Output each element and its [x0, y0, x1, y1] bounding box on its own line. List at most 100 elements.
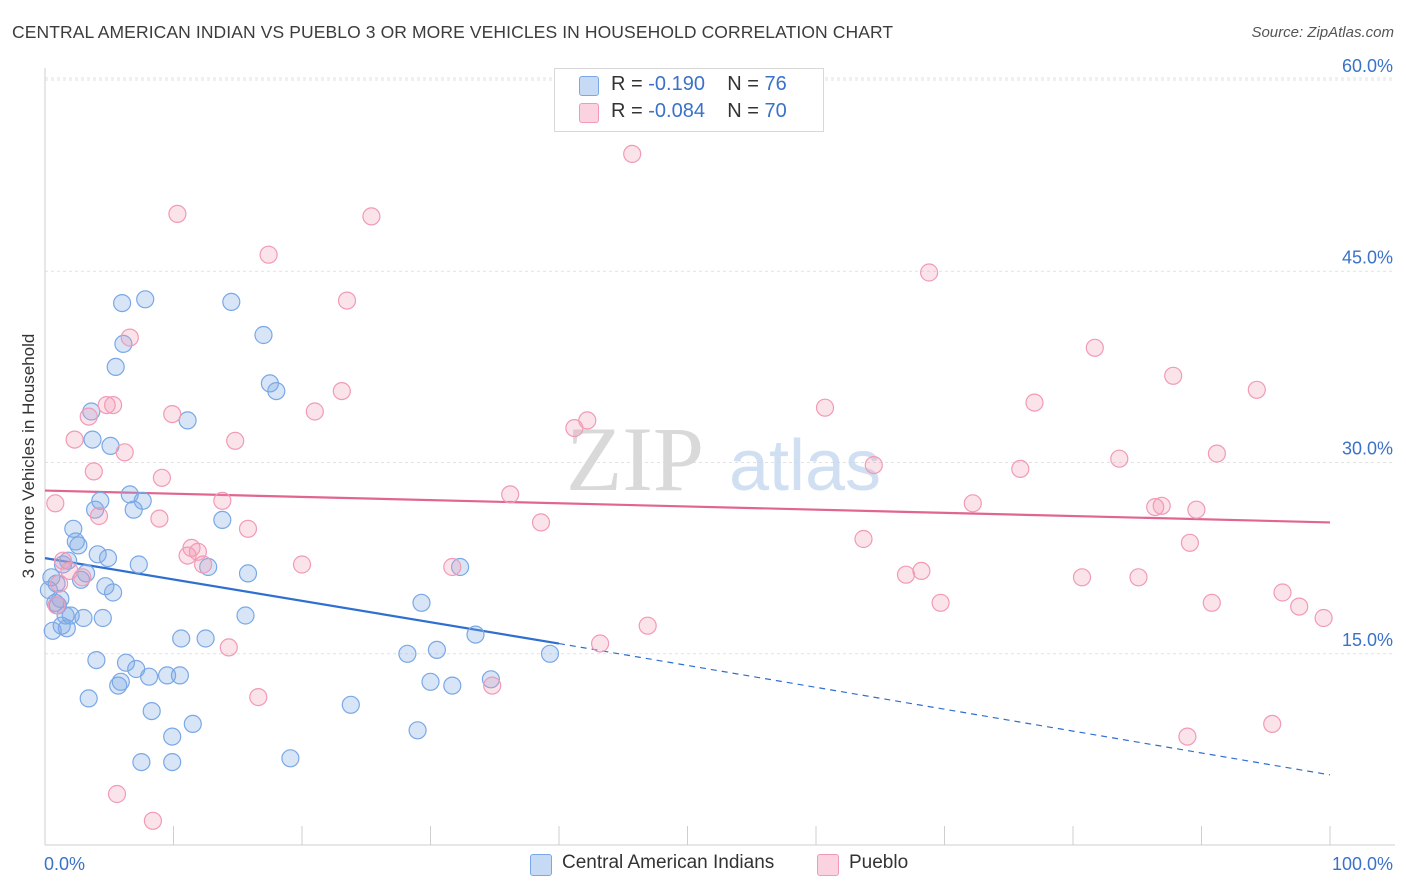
point-central-american-indians — [112, 294, 132, 313]
point-pueblo — [1247, 380, 1266, 399]
x-tick-label: 100.0% — [1332, 854, 1393, 874]
point-pueblo — [531, 513, 551, 532]
point-central-american-indians — [254, 325, 273, 345]
point-pueblo — [1011, 459, 1030, 478]
point-central-american-indians — [170, 666, 189, 685]
point-central-american-indians — [163, 727, 182, 746]
point-pueblo — [815, 398, 835, 417]
point-pueblo — [97, 396, 116, 415]
point-central-american-indians — [196, 629, 215, 648]
point-pueblo — [115, 443, 134, 462]
point-central-american-indians — [466, 625, 485, 644]
legend-r-label: R = — [611, 73, 643, 95]
point-central-american-indians — [199, 557, 218, 577]
point-central-american-indians — [87, 650, 106, 670]
point-pueblo — [896, 565, 916, 584]
point-central-american-indians — [88, 545, 107, 564]
point-pueblo — [219, 638, 238, 657]
point-central-american-indians — [132, 752, 151, 772]
point-central-american-indians — [158, 666, 177, 685]
watermark-zip: ZIP — [566, 408, 704, 510]
point-central-american-indians — [91, 491, 110, 510]
point-pueblo — [194, 555, 213, 574]
point-pueblo — [1187, 500, 1206, 519]
point-central-american-indians — [140, 667, 159, 686]
legend-n-value: 70 — [764, 100, 787, 122]
point-central-american-indians — [427, 640, 446, 660]
point-central-american-indians — [213, 510, 232, 530]
point-central-american-indians — [238, 564, 258, 583]
point-pueblo — [120, 328, 139, 347]
point-central-american-indians — [82, 402, 101, 421]
point-pueblo — [332, 382, 351, 401]
watermark-atlas: atlas — [729, 426, 881, 506]
bottom-legend-swatch-blue — [530, 854, 552, 876]
point-pueblo — [1110, 449, 1129, 468]
point-pueblo — [1085, 338, 1104, 357]
point-pueblo — [501, 485, 520, 504]
point-central-american-indians — [116, 653, 136, 672]
point-central-american-indians — [172, 629, 191, 648]
y-axis-title: 3 or more Vehicles in Household — [19, 334, 38, 579]
point-central-american-indians — [540, 644, 560, 663]
y-tick-label: 30.0% — [1342, 439, 1393, 459]
axis-labels: 15.0% 30.0% 45.0% 60.0% 0.0% 100.0% 3 or more … — [19, 56, 1393, 874]
point-central-american-indians — [341, 695, 360, 714]
point-central-american-indians — [79, 689, 98, 708]
point-pueblo — [46, 494, 65, 513]
point-pueblo — [152, 468, 171, 487]
point-pueblo — [150, 509, 169, 528]
legend-swatch-pink — [579, 103, 599, 123]
point-pueblo — [1202, 593, 1221, 612]
point-central-american-indians — [69, 536, 88, 555]
legend-swatch-blue — [579, 76, 599, 96]
point-pueblo — [1072, 568, 1092, 587]
point-pueblo — [49, 574, 69, 593]
point-pueblo — [963, 494, 982, 513]
point-pueblo — [1290, 597, 1309, 616]
point-central-american-indians — [106, 357, 125, 376]
axes — [44, 68, 1395, 846]
point-pueblo — [213, 491, 232, 510]
point-pueblo — [249, 687, 268, 707]
point-pueblo — [1178, 727, 1197, 746]
point-pueblo — [1129, 568, 1148, 587]
point-pueblo — [292, 555, 312, 574]
point-pueblo — [259, 245, 278, 264]
legend-r-value: -0.190 — [648, 73, 705, 95]
point-central-american-indians — [52, 616, 71, 635]
point-central-american-indians — [412, 593, 431, 612]
point-central-american-indians — [98, 548, 118, 568]
point-pueblo — [1263, 714, 1282, 734]
watermark: ZIP atlas — [566, 408, 881, 510]
point-pueblo — [103, 396, 123, 415]
point-pueblo — [854, 529, 873, 549]
point-pueblo — [864, 456, 883, 475]
point-pueblo — [912, 561, 931, 581]
point-central-american-indians — [421, 672, 440, 691]
point-central-american-indians — [74, 608, 93, 628]
point-pueblo — [1164, 366, 1183, 385]
point-pueblo — [919, 263, 939, 282]
x-tick-label: 0.0% — [44, 854, 85, 874]
point-central-american-indians — [183, 714, 202, 734]
point-pueblo — [1152, 496, 1171, 515]
legend-n-label: N = — [727, 100, 759, 122]
y-tick-label: 45.0% — [1342, 247, 1393, 267]
point-central-american-indians — [451, 557, 470, 577]
point-central-american-indians — [481, 670, 500, 689]
source-label: Source: ZipAtlas.com — [1251, 24, 1394, 41]
point-pueblo — [443, 557, 462, 577]
point-pueblo — [47, 596, 66, 615]
point-central-american-indians — [281, 749, 300, 768]
trend-line-extension-central-american-indians — [558, 642, 1331, 776]
point-central-american-indians — [408, 721, 427, 740]
point-pueblo — [107, 784, 127, 804]
point-pueblo — [1025, 393, 1044, 412]
point-central-american-indians — [83, 430, 102, 449]
bottom-legend-label: Pueblo — [849, 852, 909, 873]
point-pueblo — [483, 676, 502, 695]
point-central-american-indians — [133, 491, 152, 510]
point-central-american-indians — [136, 290, 155, 309]
